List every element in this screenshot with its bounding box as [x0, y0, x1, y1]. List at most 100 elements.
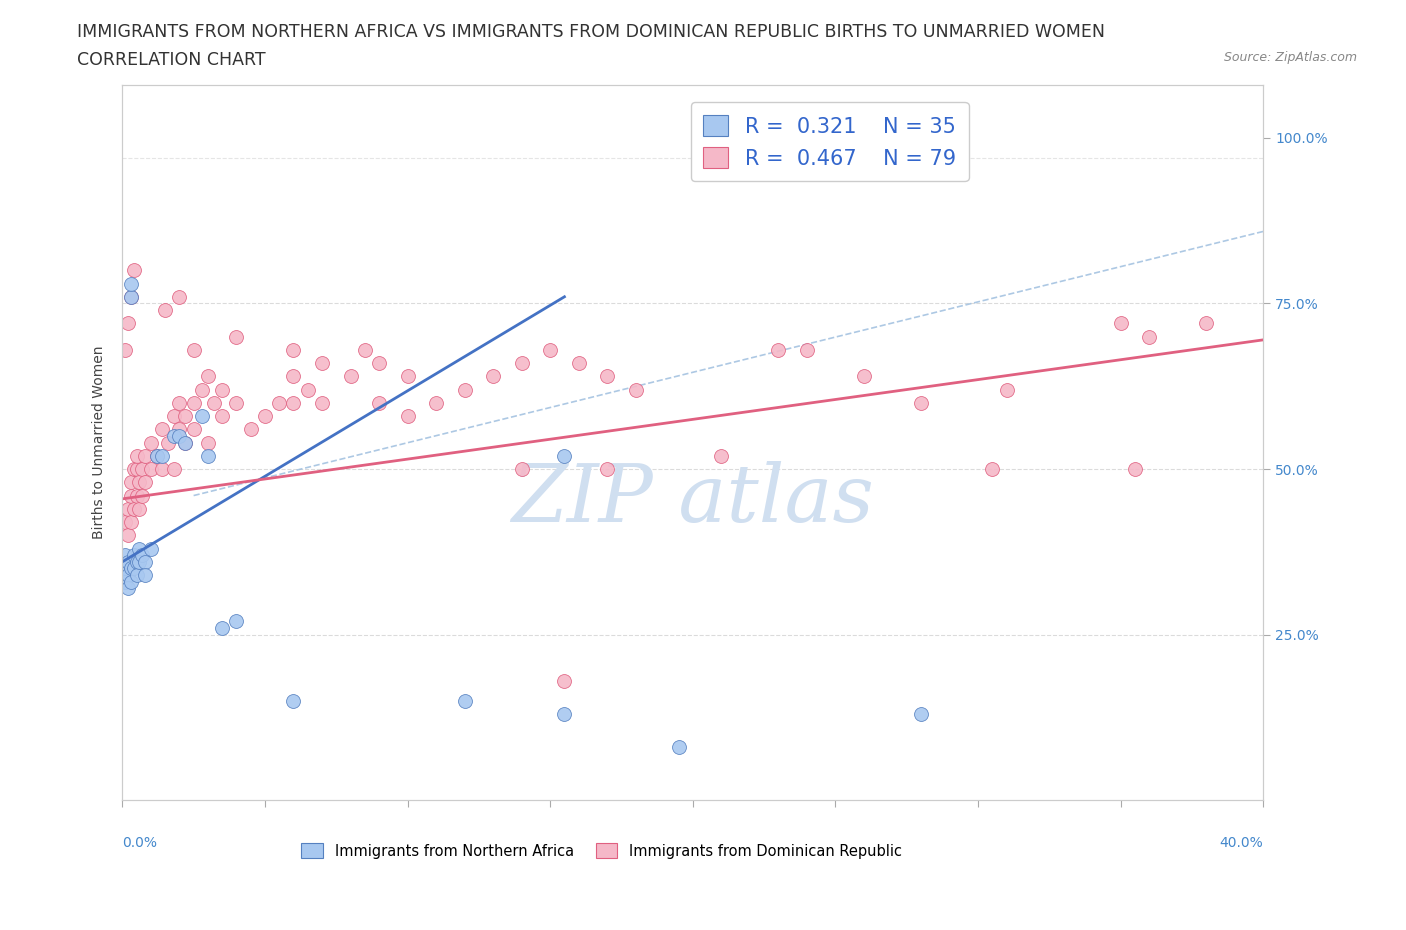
Point [120, 514, 142, 529]
Point [163, 429, 186, 444]
Point [169, 395, 191, 410]
Point [134, 554, 156, 569]
Point [553, 707, 575, 722]
Legend: R =  0.321    N = 35, R =  0.467    N = 79: R = 0.321 N = 35, R = 0.467 N = 79 [690, 102, 969, 181]
Point [225, 614, 247, 629]
Point [710, 448, 733, 463]
Point [174, 435, 197, 450]
Point [156, 435, 179, 450]
Point [197, 448, 219, 463]
Point [425, 395, 447, 410]
Point [122, 548, 145, 563]
Point [796, 342, 818, 357]
Point [128, 541, 150, 556]
Point [396, 369, 419, 384]
Point [122, 561, 145, 576]
Point [396, 408, 419, 423]
Point [117, 316, 139, 331]
Point [174, 435, 197, 450]
Point [120, 475, 142, 490]
Point [131, 461, 153, 476]
Text: 0.0%: 0.0% [122, 836, 157, 850]
Point [122, 461, 145, 476]
Point [197, 435, 219, 450]
Point [568, 355, 591, 370]
Point [114, 514, 136, 529]
Point [169, 422, 191, 437]
Point [368, 355, 391, 370]
Point [117, 567, 139, 582]
Point [150, 461, 173, 476]
Point [120, 289, 142, 304]
Point [122, 501, 145, 516]
Point [283, 395, 305, 410]
Point [482, 369, 505, 384]
Point [1195, 316, 1218, 331]
Point [150, 448, 173, 463]
Point [1123, 461, 1146, 476]
Point [114, 574, 136, 589]
Point [122, 263, 145, 278]
Point [283, 694, 305, 709]
Point [1109, 316, 1132, 331]
Point [114, 342, 136, 357]
Point [283, 369, 305, 384]
Point [191, 382, 214, 397]
Point [139, 435, 162, 450]
Text: ZIP atlas: ZIP atlas [512, 461, 875, 538]
Point [269, 395, 291, 410]
Point [134, 475, 156, 490]
Point [197, 369, 219, 384]
Point [145, 448, 167, 463]
Point [131, 548, 153, 563]
Point [183, 422, 205, 437]
Point [114, 548, 136, 563]
Point [128, 554, 150, 569]
Point [981, 461, 1004, 476]
Point [339, 369, 361, 384]
Point [183, 395, 205, 410]
Point [510, 461, 533, 476]
Point [163, 408, 186, 423]
Point [596, 461, 619, 476]
Point [128, 501, 150, 516]
Point [174, 408, 197, 423]
Point [117, 528, 139, 543]
Point [150, 422, 173, 437]
Point [117, 501, 139, 516]
Point [114, 561, 136, 576]
Point [125, 554, 148, 569]
Point [163, 461, 186, 476]
Point [353, 342, 375, 357]
Text: Source: ZipAtlas.com: Source: ZipAtlas.com [1223, 51, 1357, 64]
Point [125, 448, 148, 463]
Point [596, 369, 619, 384]
Point [668, 740, 690, 755]
Point [120, 289, 142, 304]
Point [153, 302, 176, 317]
Point [169, 429, 191, 444]
Point [134, 567, 156, 582]
Point [120, 488, 142, 503]
Point [120, 574, 142, 589]
Point [211, 382, 233, 397]
Point [768, 342, 790, 357]
Point [134, 448, 156, 463]
Point [510, 355, 533, 370]
Point [995, 382, 1018, 397]
Point [453, 694, 475, 709]
Point [852, 369, 875, 384]
Point [553, 448, 575, 463]
Point [125, 461, 148, 476]
Point [120, 561, 142, 576]
Point [624, 382, 647, 397]
Point [139, 541, 162, 556]
Text: IMMIGRANTS FROM NORTHERN AFRICA VS IMMIGRANTS FROM DOMINICAN REPUBLIC BIRTHS TO : IMMIGRANTS FROM NORTHERN AFRICA VS IMMIG… [77, 23, 1105, 41]
Point [283, 342, 305, 357]
Point [125, 488, 148, 503]
Point [225, 329, 247, 344]
Point [120, 276, 142, 291]
Point [131, 488, 153, 503]
Point [311, 355, 333, 370]
Point [239, 422, 262, 437]
